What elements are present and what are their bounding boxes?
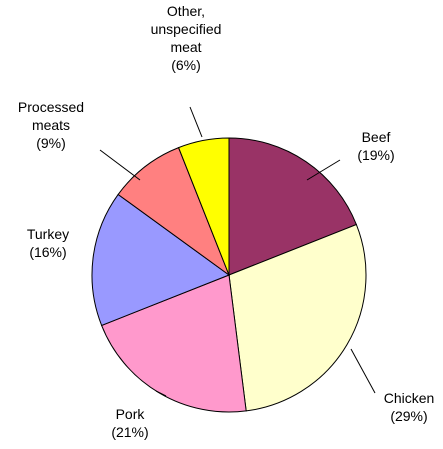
slice-name-line: Processed xyxy=(18,99,84,115)
slice-name-line: Chicken xyxy=(384,390,435,406)
slice-label-processed-meats: Processed meats (9%) xyxy=(18,99,84,151)
slice-name-line: meats xyxy=(32,117,70,133)
slice-percent: (16%) xyxy=(29,244,66,260)
leader-lines xyxy=(99,106,376,397)
slice-label-turkey: Turkey (16%) xyxy=(27,226,69,260)
slice-percent: (9%) xyxy=(36,135,66,151)
slice-name-line: Turkey xyxy=(27,226,69,242)
pie-slice-other-unspecified-meat xyxy=(177,137,230,276)
slice-percent: (6%) xyxy=(171,57,201,73)
slice-percent: (21%) xyxy=(111,424,148,440)
slice-name-line: unspecified xyxy=(151,21,222,37)
pie-slices xyxy=(91,137,367,413)
slice-percent: (29%) xyxy=(390,408,427,424)
leader-line-beef xyxy=(306,159,341,181)
slice-label-beef: Beef (19%) xyxy=(357,129,394,163)
slice-labels: Beef (19%) Chicken (29%) Pork (21%) Turkey (16%… xyxy=(18,3,434,440)
slice-name-line: Pork xyxy=(116,406,146,422)
slice-name-line: Beef xyxy=(362,129,391,145)
leader-line-pork xyxy=(155,390,167,397)
pie-slice-beef xyxy=(228,137,358,276)
leader-line-other-unspecified-meat xyxy=(189,106,203,138)
slice-label-chicken: Chicken (29%) xyxy=(384,390,435,424)
slice-percent: (19%) xyxy=(357,147,394,163)
slice-label-pork: Pork (21%) xyxy=(111,406,148,440)
pie-slice-chicken xyxy=(228,223,367,412)
pie-slice-turkey xyxy=(91,193,231,327)
leader-line-chicken xyxy=(350,348,376,394)
slice-label-other-unspecified-meat: Other, unspecified meat (6%) xyxy=(151,3,222,73)
slice-name-line: Other, xyxy=(167,3,205,19)
slice-name-line: meat xyxy=(170,39,201,55)
leader-line-processed-meats xyxy=(99,149,141,181)
